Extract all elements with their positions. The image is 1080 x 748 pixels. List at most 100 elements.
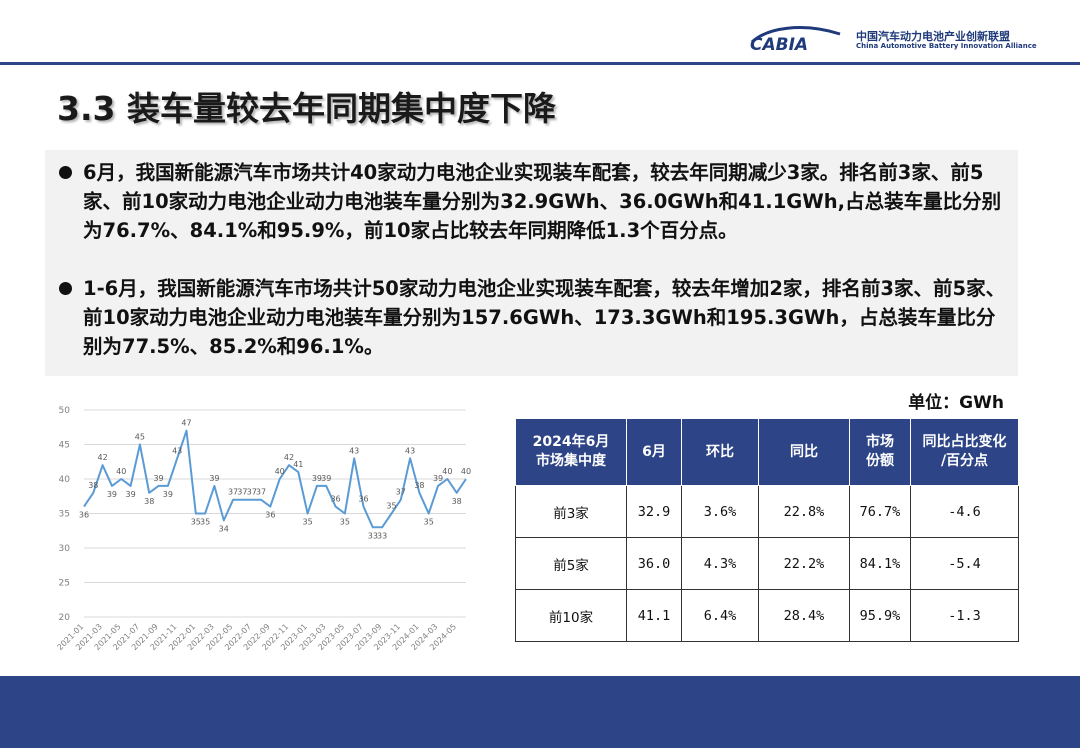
point-label: 37 [237,488,247,497]
point-label: 39 [312,474,322,483]
table-row: 前3家 32.9 3.6% 22.8% 76.7% -4.6 [515,485,1019,538]
point-label: 40 [442,467,452,476]
y-tick-label: 45 [59,441,70,451]
header-cell: 环比 [681,418,759,486]
y-tick-label: 40 [59,475,71,485]
point-label: 47 [181,419,191,428]
point-label: 34 [219,524,229,533]
point-label: 36 [330,495,340,504]
point-label: 39 [433,474,443,483]
header-cell-line: 市场 [866,434,894,450]
cell-yoy: 28.4% [758,589,850,642]
org-name-en: China Automotive Battery Innovation Alli… [856,42,1037,50]
point-label: 40 [461,467,471,476]
point-label: 35 [386,502,396,511]
cell-june: 32.9 [626,485,682,538]
point-label: 35 [340,518,350,527]
table-row: 前5家 36.0 4.3% 22.2% 84.1% -5.4 [515,537,1019,590]
bullet-text: 1-6月，我国新能源汽车市场共计50家动力电池企业实现装车配套，较去年增加2家，… [83,277,1006,358]
bullet-dot-icon [59,166,72,179]
point-label: 42 [98,453,108,462]
header-cell: 同比占比变化/百分点 [910,418,1019,486]
point-label: 39 [209,474,219,483]
logo-text: CABIA [750,35,808,54]
row-label: 前5家 [515,537,627,590]
header-cell-line: 2024年6月 [532,434,610,450]
point-label: 39 [125,490,135,499]
cabia-logo: CABIA 中国汽车动力电池产业创新联盟 China Automotive Ba… [742,20,1037,60]
cell-share-change: -5.4 [910,537,1019,590]
summary-box: 6月，我国新能源汽车市场共计40家动力电池企业实现装车配套，较去年同期减少3家。… [45,150,1018,376]
cell-yoy: 22.2% [758,537,850,590]
point-label: 39 [321,474,331,483]
car-logo-icon: CABIA [750,26,841,54]
concentration-line-chart: 504540353025202021-012021-032021-052021-… [55,406,471,652]
point-label: 35 [200,518,210,527]
point-label: 40 [275,467,285,476]
y-tick-label: 50 [59,406,71,416]
header-cell-line: 同比占比变化 [922,434,1007,450]
point-label: 37 [256,488,266,497]
point-label: 39 [153,474,163,483]
cell-mom: 4.3% [681,537,759,590]
point-label: 42 [284,453,294,462]
cell-share: 76.7% [849,485,911,538]
point-label: 45 [135,433,145,442]
y-tick-label: 35 [59,510,70,520]
row-label: 前10家 [515,589,627,642]
point-label: 36 [358,495,368,504]
cell-yoy: 22.8% [758,485,850,538]
point-label: 35 [191,518,201,527]
header-cell-line: /百分点 [940,453,989,469]
point-label: 43 [349,446,359,455]
cell-mom: 3.6% [681,485,759,538]
point-label: 35 [303,518,313,527]
header-cell-line: 市场集中度 [536,453,606,469]
header-cell: 2024年6月 市场集中度 [515,418,627,486]
point-label: 37 [247,488,257,497]
point-label: 37 [228,488,238,497]
header-cell-line: 份额 [866,453,894,469]
cell-share: 95.9% [849,589,911,642]
bullet-june: 6月，我国新能源汽车市场共计40家动力电池企业实现装车配套，较去年同期减少3家。… [53,158,1013,245]
point-label: 43 [405,446,415,455]
page-title: 3.3 装车量较去年同期集中度下降 [57,89,556,128]
footer-band [0,676,1080,748]
row-label: 前3家 [515,485,627,538]
cell-june: 36.0 [626,537,682,590]
point-label: 43 [172,446,182,455]
bullet-text: 6月，我国新能源汽车市场共计40家动力电池企业实现装车配套，较去年同期减少3家。… [83,161,1002,242]
cell-share-change: -4.6 [910,485,1019,538]
header-cell: 6月 [626,418,682,486]
bullet-h1: 1-6月，我国新能源汽车市场共计50家动力电池企业实现装车配套，较去年增加2家，… [53,274,1013,361]
unit-label: 单位：GWh [908,393,1004,413]
point-label: 41 [293,460,303,469]
org-name-cn: 中国汽车动力电池产业创新联盟 [856,30,1010,43]
y-tick-label: 30 [59,544,71,554]
point-label: 38 [88,481,98,490]
point-label: 40 [116,467,126,476]
point-label: 33 [377,531,387,540]
table-row: 前10家 41.1 6.4% 28.4% 95.9% -1.3 [515,589,1019,642]
cell-share-change: -1.3 [910,589,1019,642]
cell-share: 84.1% [849,537,911,590]
point-label: 38 [414,481,424,490]
point-label: 38 [144,497,154,506]
series-line [83,429,467,529]
table-header-row: 2024年6月 市场集中度 6月 环比 同比 市场份额 同比占比变化/百分点 [515,418,1019,486]
cell-mom: 6.4% [681,589,759,642]
cell-june: 41.1 [626,589,682,642]
market-concentration-table: 2024年6月 市场集中度 6月 环比 同比 市场份额 同比占比变化/百分点 前3… [515,418,1019,642]
point-label: 33 [368,531,378,540]
bullet-dot-icon [59,282,72,295]
header-divider [0,62,1080,65]
point-label: 39 [107,490,117,499]
header-cell: 同比 [758,418,850,486]
y-tick-label: 20 [59,613,71,623]
point-label: 38 [452,497,462,506]
point-label: 39 [163,490,173,499]
point-label: 35 [424,518,434,527]
point-label: 37 [396,488,406,497]
point-label: 36 [265,511,275,520]
point-label: 36 [79,511,89,520]
